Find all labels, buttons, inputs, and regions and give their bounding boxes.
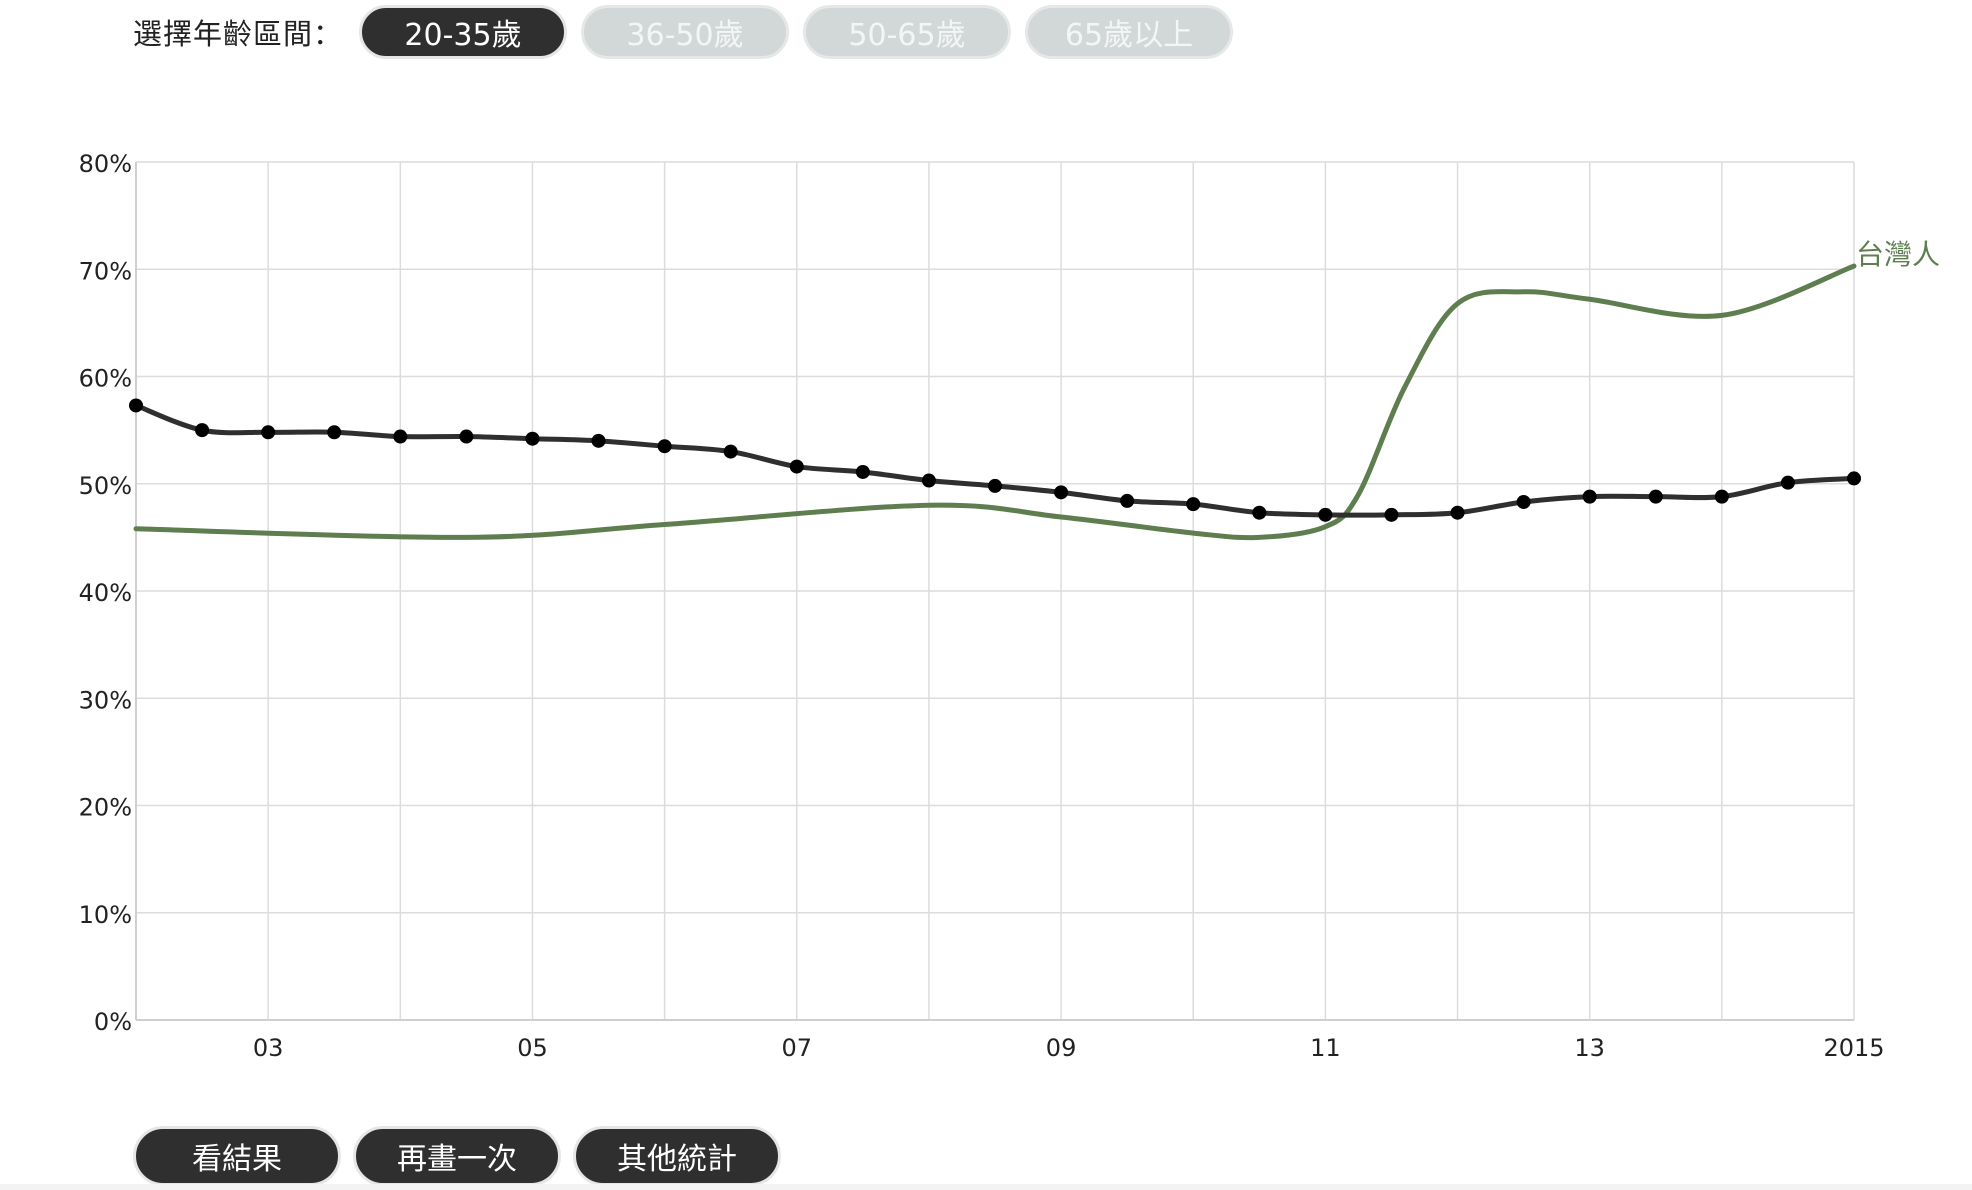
y-tick-label: 30% — [79, 686, 132, 714]
user-data-point — [1847, 471, 1861, 486]
x-tick-label: 13 — [1574, 1034, 1605, 1062]
grid — [135, 161, 1855, 1021]
user-data-point — [195, 423, 210, 438]
x-tick-label: 07 — [781, 1034, 812, 1062]
taiwanese-series-label: 台灣人 — [1856, 238, 1940, 271]
user-data-point — [1714, 489, 1729, 504]
user-data-point — [1780, 475, 1795, 490]
axes: 0% 10% 20% 30% 40% 50% 60% 70% 80% 03 05 07 09 11 13 20… — [79, 150, 1885, 1062]
user-data-point — [459, 429, 474, 444]
age-option-65-plus[interactable]: 65歲以上 — [1025, 5, 1234, 59]
user-data-point — [988, 478, 1002, 493]
user-data-point — [525, 431, 540, 446]
user-data-point — [1384, 507, 1399, 522]
view-result-button[interactable]: 看結果 — [133, 1126, 341, 1186]
user-data-point — [129, 398, 143, 413]
user-data-point — [393, 429, 408, 444]
user-data-point — [1252, 505, 1267, 520]
user-data-point — [1054, 485, 1069, 500]
y-tick-label: 40% — [79, 579, 132, 607]
y-tick-label: 10% — [79, 901, 132, 929]
user-data-point — [261, 425, 276, 440]
user-data-point — [1582, 489, 1597, 504]
user-data-point — [1516, 494, 1531, 509]
redraw-button[interactable]: 再畫一次 — [353, 1126, 561, 1186]
action-bar: 看結果 再畫一次 其他統計 — [133, 1126, 793, 1186]
age-option-50-65[interactable]: 50-65歲 — [803, 5, 1012, 59]
x-tick-label: 03 — [253, 1034, 284, 1062]
other-stats-button[interactable]: 其他統計 — [573, 1126, 781, 1186]
x-tick-label: 2015 — [1823, 1034, 1884, 1062]
user-data-point — [1318, 507, 1333, 522]
taiwanese-series-line — [133, 263, 1857, 541]
user-data-point — [327, 425, 342, 440]
line-chart[interactable]: 0% 10% 20% 30% 40% 50% 60% 70% 80% 03 05 07 09 11 13 20… — [0, 0, 1972, 1100]
series — [129, 263, 1861, 541]
y-tick-label: 80% — [79, 150, 132, 178]
y-tick-label: 60% — [79, 365, 132, 393]
user-data-point — [1648, 489, 1663, 504]
user-data-point — [591, 433, 606, 448]
x-tick-label: 09 — [1046, 1034, 1077, 1062]
y-tick-label: 20% — [79, 794, 132, 822]
footer-strip — [0, 1184, 1972, 1190]
y-tick-label: 0% — [94, 1008, 132, 1036]
user-data-point — [1120, 493, 1135, 508]
age-range-label: 選擇年齡區間： — [133, 17, 344, 51]
user-data-point — [1186, 497, 1201, 512]
age-option-36-50[interactable]: 36-50歲 — [581, 5, 790, 59]
series-labels: 台灣人 — [1856, 238, 1940, 271]
y-tick-label: 70% — [79, 257, 132, 285]
user-data-point — [723, 444, 738, 459]
age-option-20-35[interactable]: 20-35歲 — [359, 5, 568, 59]
x-tick-label: 11 — [1310, 1034, 1341, 1062]
y-tick-label: 50% — [79, 472, 132, 500]
user-data-point — [921, 473, 936, 488]
user-data-point — [657, 439, 672, 454]
user-data-point — [789, 459, 804, 474]
age-range-selector: 選擇年齡區間： 20-35歲 36-50歲 50-65歲 65歲以上 — [133, 2, 1247, 62]
user-data-point — [855, 464, 870, 479]
x-tick-label: 05 — [517, 1034, 548, 1062]
user-data-point — [1450, 505, 1465, 520]
